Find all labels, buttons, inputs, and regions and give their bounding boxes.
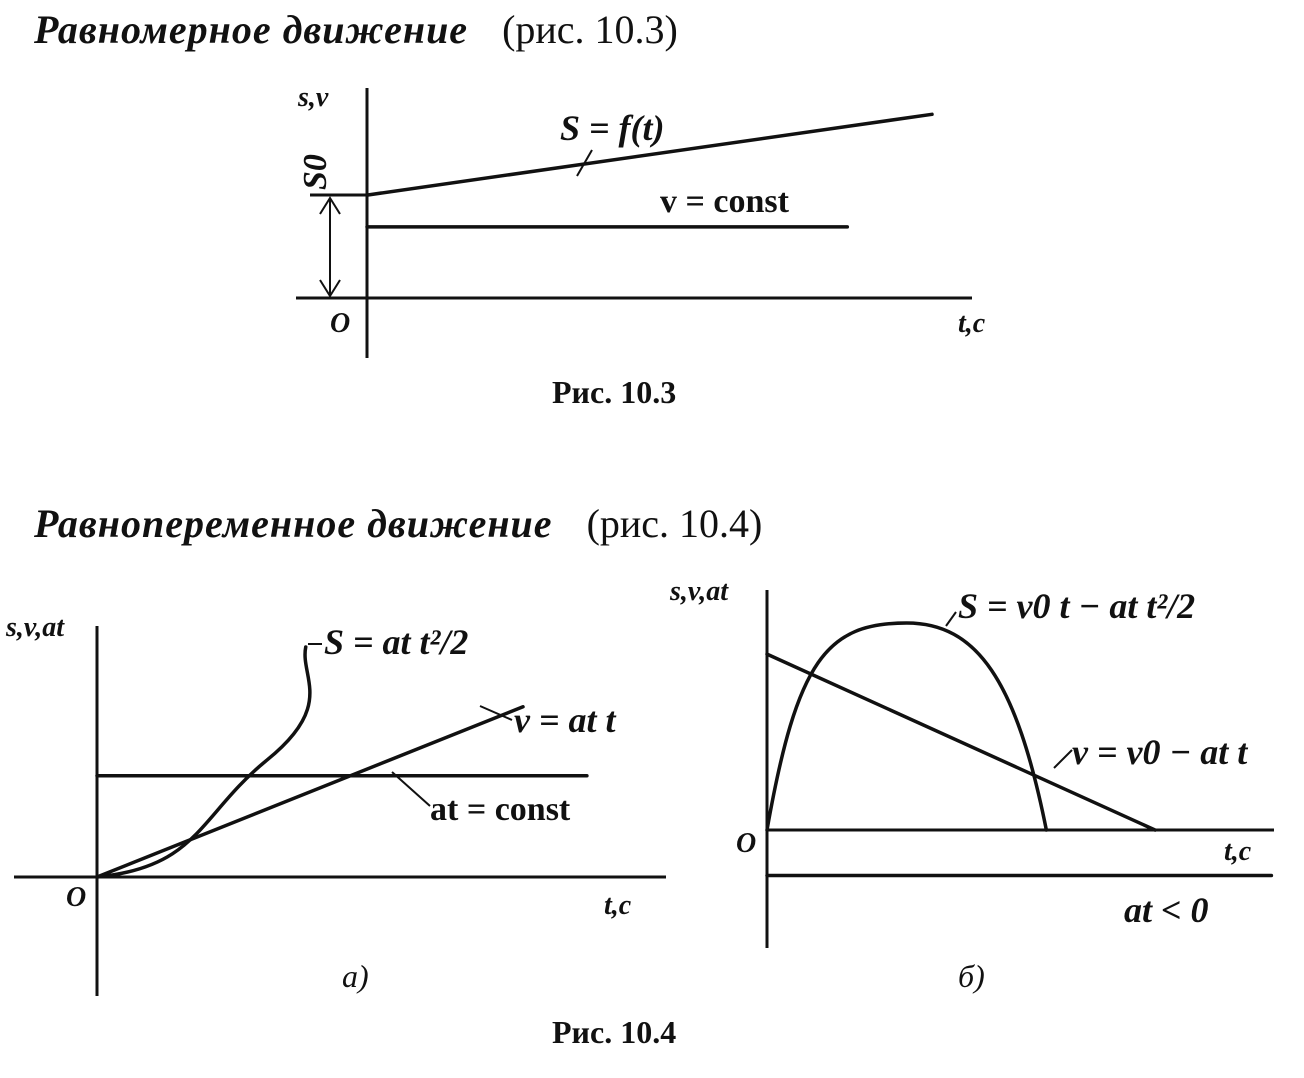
origin-label: O (66, 882, 86, 913)
section-heading-uniform: Равномерное движение (рис. 10.3) (34, 6, 678, 53)
x-axis-label: t,c (604, 890, 632, 921)
y-axis-label: s,v,at (5, 612, 65, 643)
series-line-v (95, 705, 525, 879)
series-label-at-negative: at < 0 (1124, 890, 1209, 930)
chart-uniform-motion: s,v S0 S = f(t) v = const O t,c (296, 82, 986, 358)
y-axis-label: s,v,at (669, 576, 729, 607)
chart-accelerated-motion-a: s,v,at S = at t²/2 v = at t at = const O… (5, 612, 666, 996)
section-heading-accelerated: Равнопеременное движение (рис. 10.4) (34, 500, 762, 547)
series-label-s: S = v0 t − at t²/2 (958, 586, 1195, 626)
s-label-leader (576, 149, 593, 177)
section-title: Равнопеременное движение (34, 501, 553, 546)
series-curve-s (765, 621, 1049, 832)
subfigure-label-a: а) (342, 958, 369, 994)
y-axis-label: s,v (297, 82, 329, 113)
s0-dimension-arrow (319, 196, 341, 298)
section-figure-ref: (рис. 10.3) (502, 7, 678, 52)
chart-accelerated-motion-b: s,v,at S = v0 t − at t²/2 v = v0 − at t … (669, 576, 1274, 948)
x-axis-label: t,c (1224, 836, 1252, 867)
section-figure-ref: (рис. 10.4) (586, 501, 763, 546)
series-curve-s (95, 645, 312, 879)
figure-caption-10-4: Рис. 10.4 (552, 1014, 677, 1050)
x-axis-label: t,c (958, 308, 986, 339)
series-line-v (765, 652, 1157, 832)
series-label-v-const: v = const (660, 183, 790, 220)
series-label-v: v = v0 − at t (1072, 732, 1248, 772)
series-label-s: S = at t²/2 (324, 622, 468, 662)
subfigure-label-b: б) (958, 958, 985, 994)
figure-caption-10-3: Рис. 10.3 (552, 374, 677, 410)
s0-label: S0 (297, 154, 334, 190)
v-label-leader (479, 705, 513, 721)
at-label-leader (391, 771, 431, 807)
origin-label: O (330, 308, 350, 339)
s-label-leader (945, 611, 957, 627)
section-title: Равномерное движение (34, 7, 469, 52)
series-label-s-f-t: S = f(t) (560, 108, 665, 148)
series-label-at-const: at = const (430, 791, 571, 828)
series-label-v: v = at t (514, 700, 616, 740)
v-label-leader (1053, 749, 1073, 769)
origin-label: O (736, 828, 756, 859)
series-line-s-f-t (365, 112, 934, 197)
